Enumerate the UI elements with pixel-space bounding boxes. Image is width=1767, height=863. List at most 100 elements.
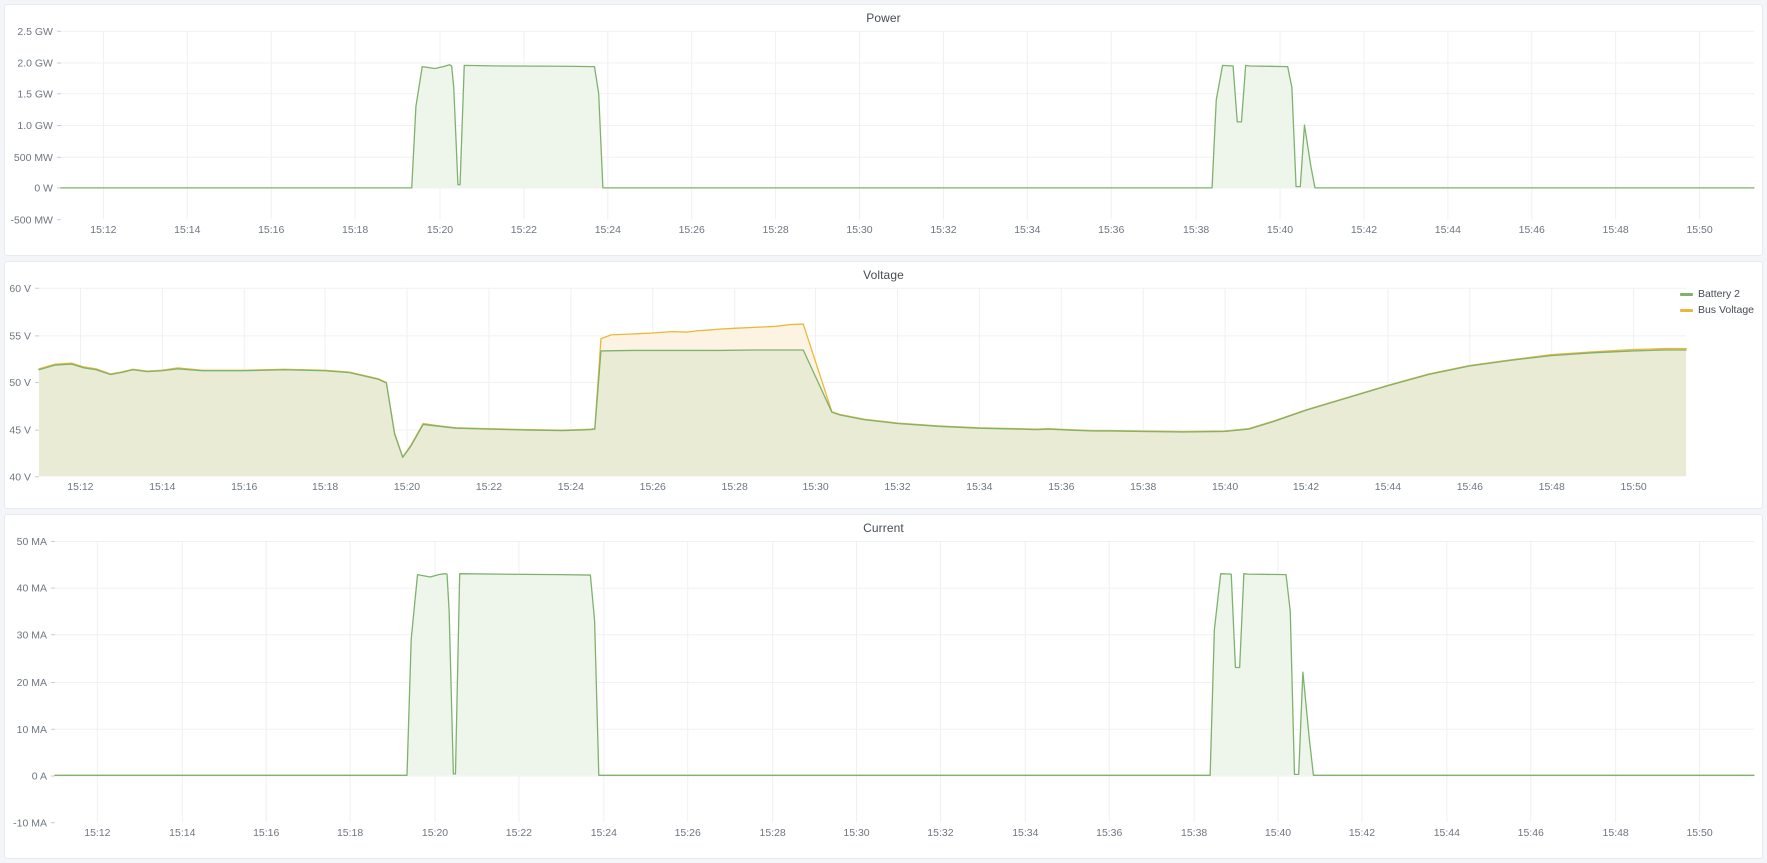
legend-item-battery-2[interactable]: Battery 2 — [1679, 288, 1740, 300]
x-axis-tick-label: 15:48 — [1539, 482, 1565, 493]
x-axis-tick-label: 15:46 — [1457, 482, 1483, 493]
y-axis-tick-label: 0 W — [34, 184, 53, 195]
chart-svg-power[interactable]: 2.5 GW 2.0 GW 1.5 GW 1.0 GW 500 MW 0 W -500 MW… — [5, 5, 1762, 255]
x-axis-tick-label: 15:18 — [337, 828, 363, 839]
y-axis-tick-label: 500 MW — [14, 153, 53, 164]
x-axis-tick-label: 15:14 — [174, 225, 200, 236]
x-axis-tick-label: 15:30 — [802, 482, 828, 493]
x-axis-tick-label: 15:12 — [67, 482, 93, 493]
y-axis-tick-label: 0 A — [32, 772, 47, 783]
legend-label-battery-2: Battery 2 — [1697, 288, 1740, 300]
x-axis-tick-label: 15:34 — [1014, 225, 1040, 236]
x-axis-tick-label: 15:32 — [927, 828, 953, 839]
chart-svg-voltage[interactable]: 60 V 55 V 50 V 45 V 40 V 15:12 15:14 15:16 15:18… — [5, 262, 1762, 508]
y-axis-tick-label: 60 V — [9, 284, 31, 295]
y-axis-tick-label: 20 MA — [17, 678, 47, 689]
panel-title-voltage: Voltage — [863, 268, 904, 282]
line-swatch-icon — [1679, 292, 1693, 296]
x-axis-tick-label: 15:38 — [1183, 225, 1209, 236]
x-axis-tick-label: 15:20 — [427, 225, 453, 236]
x-axis-tick-label: 15:18 — [342, 225, 368, 236]
y-axis-tick-label: 50 V — [9, 378, 31, 389]
x-axis-tick-label: 15:16 — [253, 828, 279, 839]
panel-voltage: Voltage 60 V 55 V 50 V 45 V 40 V 15:12 15:14 15… — [4, 261, 1763, 509]
series-line-battery-2[interactable] — [38, 349, 1687, 459]
x-axis-tick-label: 15:24 — [595, 225, 621, 236]
x-axis-tick-label: 15:38 — [1130, 482, 1156, 493]
x-axis-tick-label: 15:44 — [1375, 482, 1401, 493]
x-axis-tick-label: 15:24 — [591, 828, 617, 839]
y-axis-tick-label: 2.5 GW — [17, 27, 53, 38]
x-axis-tick-label: 15:50 — [1686, 828, 1712, 839]
x-axis-tick-label: 15:28 — [760, 828, 786, 839]
legend-item-bus-voltage[interactable]: Bus Voltage — [1679, 304, 1754, 316]
y-axis-tick-label: 45 V — [9, 426, 31, 437]
x-axis-tick-label: 15:12 — [90, 225, 116, 236]
y-axis-tick-label: -10 MA — [13, 818, 47, 829]
x-axis-tick-label: 15:14 — [149, 482, 175, 493]
x-axis-tick-label: 15:30 — [843, 828, 869, 839]
x-axis-tick-label: 15:26 — [675, 828, 701, 839]
x-axis-tick-label: 15:26 — [640, 482, 666, 493]
series-area-battery-2 — [60, 64, 1755, 188]
x-axis-tick-label: 15:12 — [84, 828, 110, 839]
x-axis-tick-label: 15:20 — [422, 828, 448, 839]
x-axis-tick-label: 15:44 — [1435, 225, 1461, 236]
series-line-battery-2[interactable] — [54, 573, 1755, 776]
x-axis-tick-label: 15:34 — [1012, 828, 1038, 839]
x-axis-tick-label: 15:40 — [1212, 482, 1238, 493]
x-axis-tick-label: 15:40 — [1265, 828, 1291, 839]
x-axis-tick-label: 15:30 — [846, 225, 872, 236]
y-axis-tick-label: 2.0 GW — [17, 59, 53, 70]
x-axis-tick-label: 15:36 — [1096, 828, 1122, 839]
y-axis-tick-label: 1.5 GW — [17, 89, 53, 100]
x-axis-tick-label: 15:28 — [763, 225, 789, 236]
x-axis-tick-label: 15:22 — [511, 225, 537, 236]
x-axis-tick-label: 15:42 — [1293, 482, 1319, 493]
y-axis-tick-label: 10 MA — [17, 725, 47, 736]
plot-area-current[interactable]: 50 MA 40 MA 30 MA 20 MA 10 MA 0 A -10 MA 15:12 1… — [5, 515, 1762, 858]
plot-area-voltage[interactable]: 60 V 55 V 50 V 45 V 40 V 15:12 15:14 15:16 15:18… — [5, 262, 1762, 508]
x-axis-tick-label: 15:32 — [884, 482, 910, 493]
chart-svg-current[interactable]: 50 MA 40 MA 30 MA 20 MA 10 MA 0 A -10 MA 15:12 1… — [5, 515, 1762, 858]
y-axis-tick-label: 30 MA — [17, 630, 47, 641]
x-axis-tick-label: 15:16 — [231, 482, 257, 493]
x-axis-tick-label: 15:36 — [1098, 225, 1124, 236]
x-axis-tick-label: 15:18 — [312, 482, 338, 493]
y-axis-tick-label: -500 MW — [10, 215, 53, 226]
x-axis-tick-label: 15:34 — [966, 482, 992, 493]
x-axis-tick-label: 15:22 — [506, 828, 532, 839]
x-axis-tick-label: 15:28 — [722, 482, 748, 493]
x-axis-tick-label: 15:26 — [679, 225, 705, 236]
panel-current: Current 50 MA 40 MA 30 MA 20 MA 10 MA 0 A -10 … — [4, 514, 1763, 859]
y-axis-tick-label: 50 MA — [17, 537, 47, 548]
x-axis-tick-label: 15:42 — [1351, 225, 1377, 236]
x-axis-tick-label: 15:50 — [1621, 482, 1647, 493]
plot-area-power[interactable]: 2.5 GW 2.0 GW 1.5 GW 1.0 GW 500 MW 0 W -500 MW… — [5, 5, 1762, 255]
series-area-battery-2 — [38, 349, 1687, 477]
panel-title-power: Power — [866, 11, 901, 25]
line-swatch-icon — [1679, 308, 1693, 312]
x-axis-tick-label: 15:14 — [169, 828, 195, 839]
x-axis-tick-label: 15:40 — [1267, 225, 1293, 236]
x-axis-tick-label: 15:48 — [1603, 828, 1629, 839]
panel-title-current: Current — [863, 521, 904, 535]
x-axis-tick-label: 15:32 — [930, 225, 956, 236]
chart-legend-voltage: Battery 2 Bus Voltage — [1679, 288, 1754, 316]
x-axis-tick-label: 15:46 — [1519, 225, 1545, 236]
y-axis-tick-label: 1.0 GW — [17, 121, 53, 132]
x-axis-tick-label: 15:46 — [1518, 828, 1544, 839]
y-axis-tick-label: 40 MA — [17, 584, 47, 595]
x-axis-tick-label: 15:22 — [476, 482, 502, 493]
x-axis-tick-label: 15:16 — [258, 225, 284, 236]
x-axis-tick-label: 15:20 — [394, 482, 420, 493]
y-axis-tick-label: 55 V — [9, 331, 31, 342]
y-axis-tick-label: 40 V — [9, 472, 31, 483]
series-line-battery-2[interactable] — [60, 64, 1755, 189]
panel-power: Power 2.5 GW 2.0 GW 1.5 GW 1.0 GW 500 MW 0 W -… — [4, 4, 1763, 256]
x-axis-tick-label: 15:44 — [1434, 828, 1460, 839]
x-axis-tick-label: 15:24 — [558, 482, 584, 493]
x-axis-tick-label: 15:38 — [1181, 828, 1207, 839]
x-axis-tick-label: 15:50 — [1686, 225, 1712, 236]
